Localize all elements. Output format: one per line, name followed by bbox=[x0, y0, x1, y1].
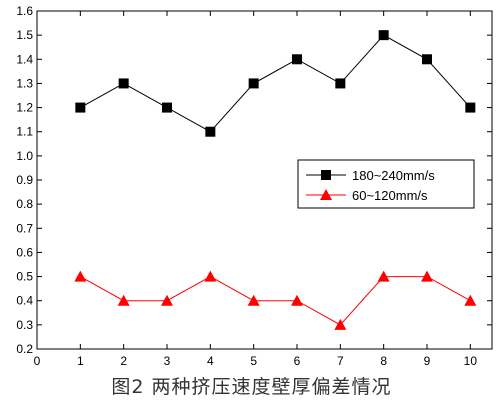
legend-label-1: 180~240mm/s bbox=[352, 168, 435, 183]
data-point-series-2 bbox=[161, 294, 173, 306]
y-tick-label: 1.5 bbox=[16, 28, 33, 42]
y-tick-label: 0.6 bbox=[16, 245, 33, 259]
data-point-series-2 bbox=[74, 270, 87, 282]
y-tick-label: 1.6 bbox=[16, 4, 33, 18]
x-tick-label: 2 bbox=[120, 354, 127, 368]
data-point-series-2 bbox=[117, 294, 130, 306]
x-tick-label: 0 bbox=[34, 354, 41, 368]
y-tick-label: 0.3 bbox=[16, 318, 33, 332]
data-point-series-1 bbox=[162, 102, 172, 113]
data-point-series-1 bbox=[465, 102, 476, 113]
y-tick-label: 0.5 bbox=[16, 270, 33, 284]
data-point-series-2 bbox=[377, 270, 390, 282]
data-point-series-1 bbox=[75, 102, 86, 113]
y-tick-label: 0.4 bbox=[16, 294, 33, 308]
data-point-series-1 bbox=[118, 78, 129, 89]
x-tick-label: 3 bbox=[164, 354, 171, 368]
data-point-series-2 bbox=[204, 270, 217, 282]
figure-caption: 图2 两种挤压速度壁厚偏差情况 bbox=[111, 376, 392, 398]
y-tick-label: 1.0 bbox=[16, 149, 33, 163]
y-tick-label: 0.7 bbox=[16, 221, 33, 235]
legend-label-2: 60~120mm/s bbox=[352, 188, 428, 203]
y-tick-label: 1.3 bbox=[16, 76, 33, 90]
data-point-series-1 bbox=[248, 78, 259, 89]
x-tick-label: 7 bbox=[337, 354, 344, 368]
data-point-series-1 bbox=[205, 126, 216, 137]
data-point-series-1 bbox=[422, 54, 432, 65]
legend-marker-2 bbox=[320, 189, 332, 200]
x-tick-label: 8 bbox=[380, 354, 387, 368]
data-point-series-1 bbox=[335, 78, 346, 89]
line-chart: 0.2 0.3 0.4 0.5 0.6 0.7 0.8 0.9 1.0 1.1 1.2 1.3 1.4 1… bbox=[16, 4, 493, 368]
series-line-1 bbox=[80, 34, 471, 133]
y-tick-label: 0.9 bbox=[16, 173, 33, 187]
y-tick-label: 1.1 bbox=[16, 125, 33, 139]
data-point-series-2 bbox=[291, 294, 303, 306]
series-line-2 bbox=[80, 275, 471, 326]
x-tick-label: 6 bbox=[294, 354, 301, 368]
data-point-series-2 bbox=[247, 294, 260, 306]
x-tick-label: 5 bbox=[250, 354, 257, 368]
data-point-series-2 bbox=[464, 294, 477, 306]
x-tick-label: 1 bbox=[77, 354, 84, 368]
y-tick-label: 1.2 bbox=[16, 101, 33, 115]
data-point-series-2 bbox=[334, 318, 347, 330]
data-point-series-2 bbox=[421, 270, 433, 282]
y-tick-label: 1.4 bbox=[16, 52, 33, 66]
y-tick-label: 0.8 bbox=[16, 197, 33, 211]
x-tick-label: 10 bbox=[464, 354, 478, 368]
data-point-series-1 bbox=[378, 30, 389, 41]
x-tick-label: 9 bbox=[424, 354, 431, 368]
data-point-series-1 bbox=[292, 54, 302, 65]
y-tick-label: 0.2 bbox=[16, 342, 33, 356]
x-tick-label: 4 bbox=[207, 354, 214, 368]
legend-marker-1 bbox=[321, 170, 331, 180]
